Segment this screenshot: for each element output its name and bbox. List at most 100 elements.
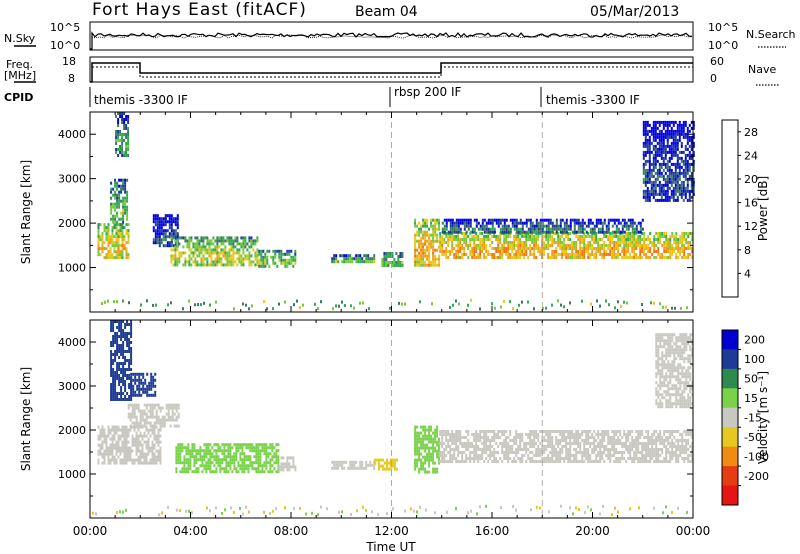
data-cell: [265, 455, 268, 459]
data-cell: [107, 253, 110, 257]
data-cell: [111, 443, 114, 447]
data-cell: [147, 461, 150, 465]
data-cell: [284, 258, 287, 262]
data-cell: [583, 442, 586, 445]
data-cell: [353, 257, 356, 261]
data-cell: [207, 446, 210, 450]
data-cell: [97, 449, 100, 453]
data-cell: [641, 227, 644, 231]
data-cell: [455, 442, 458, 445]
data-cell: [658, 135, 661, 139]
data-cell: [118, 356, 121, 359]
data-cell: [643, 247, 646, 250]
data-cell: [112, 329, 115, 332]
data-cell: [126, 217, 129, 221]
data-cell: [126, 392, 129, 395]
data-cell: [122, 383, 125, 386]
data-cell: [519, 230, 522, 234]
data-cell: [459, 250, 462, 253]
data-cell: [662, 150, 665, 154]
data-cell: [426, 470, 429, 474]
data-cell: [692, 186, 695, 190]
data-cell: [218, 236, 221, 240]
data-cell: [647, 244, 650, 247]
data-cell: [669, 244, 672, 247]
data-cell: [220, 251, 223, 255]
data-cell: [527, 235, 530, 238]
data-cell: [119, 458, 122, 462]
data-cell: [491, 439, 494, 442]
data-cell: [202, 245, 205, 249]
data-cell: [607, 238, 610, 241]
data-cell: [257, 467, 260, 471]
data-cell: [571, 433, 574, 436]
data-cell: [664, 144, 667, 148]
data-cell: [451, 448, 454, 451]
data-cell: [385, 458, 388, 462]
data-cell: [581, 250, 584, 253]
data-cell: [625, 241, 628, 244]
data-cell: [129, 418, 132, 422]
data-cell: [112, 383, 115, 386]
data-cell: [140, 393, 143, 397]
data-cell: [459, 439, 462, 442]
data-cell: [164, 220, 167, 224]
data-cell: [565, 454, 568, 457]
data-cell: [443, 460, 446, 463]
data-cell: [395, 467, 398, 471]
data-cell: [495, 256, 498, 259]
data-cell: [157, 434, 160, 438]
data-cell: [643, 232, 646, 235]
data-cell: [191, 455, 194, 459]
data-cell: [223, 443, 226, 447]
data-cell: [170, 214, 173, 218]
data-cell: [571, 247, 574, 250]
data-cell: [145, 455, 148, 459]
data-cell: [664, 177, 667, 181]
data-cell: [181, 470, 184, 474]
data-cell: [593, 238, 596, 241]
data-cell: [654, 192, 657, 196]
data-cell: [579, 451, 582, 454]
data-cell: [481, 247, 484, 250]
data-cell: [637, 238, 640, 241]
data-cell: [234, 236, 237, 240]
data-cell: [489, 230, 492, 234]
data-cell: [571, 442, 574, 445]
data-cell: [551, 303, 553, 307]
data-cell: [203, 458, 206, 462]
data-cell: [130, 326, 133, 329]
data-cell: [135, 458, 138, 462]
data-cell: [200, 245, 203, 249]
data-cell: [122, 353, 125, 356]
data-cell: [473, 445, 476, 448]
data-cell: [455, 439, 458, 442]
data-cell: [664, 120, 667, 124]
data-cell: [529, 439, 532, 442]
freq-label-2: [MHz]: [4, 69, 36, 82]
data-cell: [422, 263, 425, 267]
data-cell: [186, 242, 189, 246]
data-cell: [605, 433, 608, 436]
data-cell: [658, 120, 661, 124]
data-cell: [228, 242, 231, 246]
data-cell: [688, 129, 691, 133]
data-cell: [264, 261, 267, 265]
data-cell: [154, 372, 157, 376]
data-cell: [428, 263, 431, 267]
data-cell: [684, 189, 687, 193]
data-cell: [110, 323, 113, 326]
data-cell: [668, 156, 671, 160]
data-cell: [121, 136, 124, 139]
data-cell: [654, 165, 657, 169]
data-cell: [141, 424, 144, 428]
data-cell: [543, 218, 546, 222]
data-cell: [292, 459, 295, 463]
data-cell: [461, 247, 464, 250]
data-cell: [633, 235, 636, 238]
data-cell: [265, 452, 268, 456]
data-cell: [174, 241, 177, 245]
cpid-label: CPID: [4, 91, 33, 104]
data-cell: [611, 250, 614, 253]
data-cell: [199, 452, 202, 456]
